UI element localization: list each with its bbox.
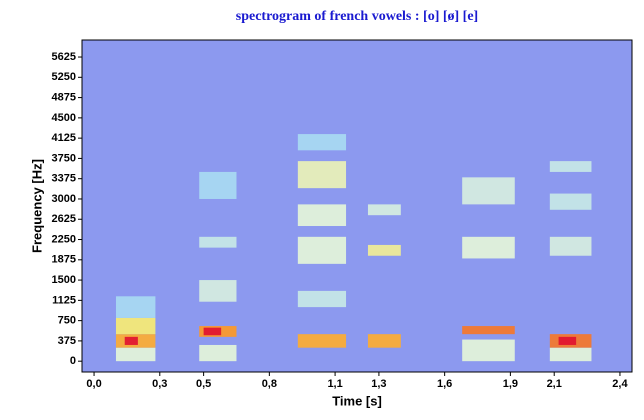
y-tick-label: 2625 (52, 213, 76, 225)
y-tick-label: 4500 (52, 112, 76, 124)
spectral-band (199, 344, 237, 362)
y-tick-label: 3750 (52, 152, 76, 164)
x-tick-label: 0,0 (86, 378, 101, 390)
spectral-band (297, 204, 347, 227)
spectral-band (549, 161, 592, 172)
y-axis-label: Frequency [Hz] (29, 159, 44, 253)
y-tick-label: 4125 (52, 132, 76, 144)
spectral-band (549, 236, 592, 256)
spectral-band (549, 347, 592, 362)
plot-background (82, 40, 632, 372)
spectral-band (297, 161, 347, 189)
y-tick-label: 2250 (52, 233, 76, 245)
x-tick-label: 2,4 (612, 378, 628, 390)
spectral-band (199, 280, 237, 302)
y-tick-label: 1875 (52, 254, 76, 266)
spectral-band (462, 326, 515, 335)
x-tick-label: 1,6 (437, 378, 452, 390)
spectral-band (297, 334, 347, 348)
y-tick-label: 3375 (52, 173, 76, 185)
chart-title: spectrogram of french vowels : [o] [ø] [… (236, 9, 478, 24)
y-tick-label: 1500 (52, 274, 76, 286)
y-tick-label: 750 (58, 315, 76, 327)
spectral-band (558, 336, 577, 345)
x-tick-label: 2,1 (547, 378, 562, 390)
spectral-band (367, 334, 401, 348)
x-tick-label: 0,3 (152, 378, 167, 390)
spectral-band (115, 296, 156, 318)
spectral-band (367, 244, 401, 256)
spectral-band (462, 177, 515, 205)
plot-frame (81, 39, 633, 373)
y-tick-label: 3000 (52, 193, 76, 205)
x-tick-label: 0,8 (262, 378, 277, 390)
y-tick-label: 1125 (52, 294, 76, 306)
y-tick-label: 5625 (52, 51, 76, 63)
y-tick-label: 375 (58, 335, 76, 347)
spectral-band (199, 171, 237, 199)
spectral-band (203, 327, 222, 336)
x-tick-label: 0,5 (196, 378, 211, 390)
spectral-band (462, 339, 515, 362)
plot-area (82, 40, 632, 372)
spectral-band (115, 347, 156, 362)
spectral-band (549, 193, 592, 210)
y-tick-label: 0 (70, 355, 76, 367)
x-tick-label: 1,3 (371, 378, 386, 390)
spectral-band (297, 134, 347, 151)
spectral-band (297, 236, 347, 264)
y-tick-label: 4875 (52, 91, 76, 103)
spectral-band (124, 336, 138, 345)
spectral-band (115, 317, 156, 335)
spectral-band (462, 236, 515, 259)
spectral-band (367, 204, 401, 216)
x-tick-label: 1,9 (503, 378, 518, 390)
x-axis-label: Time [s] (332, 393, 382, 408)
x-tick-label: 1,1 (327, 378, 342, 390)
spectral-band (199, 236, 237, 248)
spectral-band (297, 290, 347, 308)
y-tick-label: 5250 (52, 71, 76, 83)
